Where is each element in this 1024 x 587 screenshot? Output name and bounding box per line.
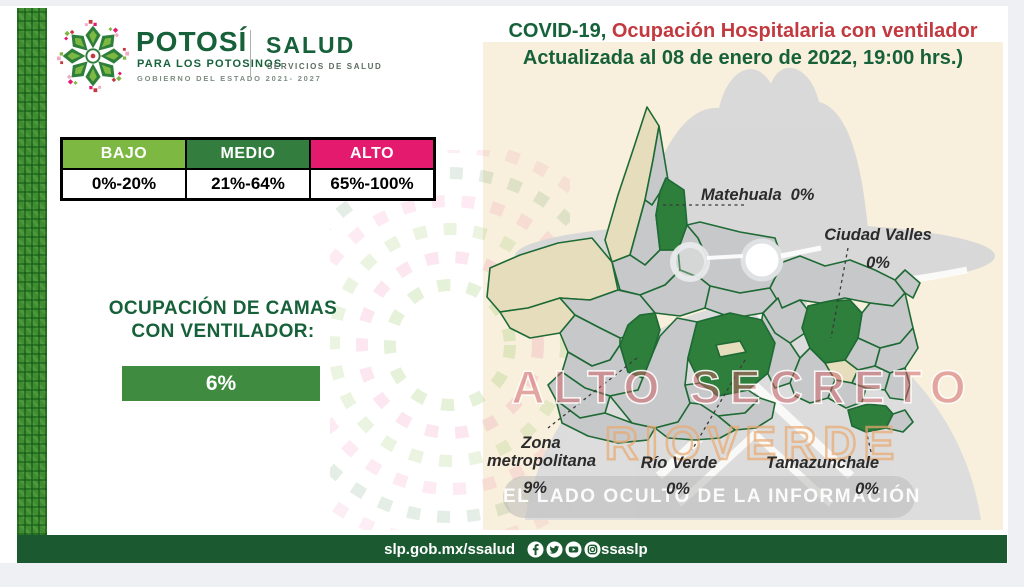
main-title: COVID-19, Ocupación Hospitalaria con ven… <box>483 20 1003 43</box>
summary-heading-line2: CON VENTILADOR: <box>131 321 315 342</box>
value-tamazunchale: 0% <box>855 480 879 498</box>
summary-heading: OCUPACIÓN DE CAMAS CON VENTILADOR: <box>95 297 351 343</box>
legend-header-alto: ALTO <box>310 139 434 169</box>
label-ciudad-valles: Ciudad Valles <box>824 226 932 244</box>
leader-lines <box>547 204 872 453</box>
label-matehuala: Matehuala 0% <box>701 186 815 204</box>
value-ciudad-valles: 0% <box>866 254 890 272</box>
org-name: SALUD <box>266 32 356 58</box>
logo-divider <box>250 30 251 78</box>
label-rio-verde: Río Verde <box>640 454 718 472</box>
footer-url-link[interactable]: slp.gob.mx/ssalud <box>384 540 515 558</box>
muni-tamazunchale <box>847 403 894 433</box>
instagram-icon[interactable] <box>584 540 601 558</box>
detective-glasses-icon <box>670 238 822 282</box>
social-handle[interactable]: ssaslp <box>601 540 648 558</box>
legend-range-medio: 21%-64% <box>186 169 310 199</box>
title-main: Ocupación Hospitalaria con ventilador <box>606 20 978 42</box>
twitter-icon[interactable] <box>546 540 563 558</box>
muni-matehuala <box>655 177 688 251</box>
title-update-line: Actualizada al 08 de enero de 2022, 19:0… <box>522 47 964 69</box>
brand-name: POTOSÍ <box>136 26 248 57</box>
watermark-banner: EL LADO OCULTO DE LA INFORMACIÓN <box>503 476 919 518</box>
potosi-logo-emblem-icon <box>56 19 130 93</box>
government-line: GOBIERNO DEL ESTADO 2021- 2027 <box>137 74 322 83</box>
legend-table: BAJO MEDIO ALTO 0%-20% 21%-64% 65%-100% <box>60 137 436 201</box>
summary-heading-line1: OCUPACIÓN DE CAMAS <box>108 298 338 319</box>
value-rio-verde: 0% <box>666 480 690 498</box>
watermark-alto-secreto: ALTO SECRETO <box>511 360 975 414</box>
watermark-rioverde: RIOVERDE <box>604 416 902 471</box>
label-zona-metropolitana: Zona metropolitana <box>487 434 597 470</box>
legend-header-medio: MEDIO <box>186 139 310 169</box>
legend-header-bajo: BAJO <box>62 139 186 169</box>
decorative-left-border <box>17 8 47 535</box>
value-zona-metropolitana: 9% <box>523 479 547 497</box>
footer-bar: slp.gob.mx/ssalud ssaslp <box>17 535 1007 563</box>
brand-tagline: PARA LOS POTOSINOS <box>137 58 283 70</box>
legend-range-bajo: 0%-20% <box>62 169 186 199</box>
label-tamazunchale: Tamazunchale <box>766 454 880 472</box>
title-prefix: COVID-19, <box>508 20 607 42</box>
muni-zona-metropolitana <box>619 312 661 379</box>
social-icons <box>527 540 601 558</box>
occupancy-value-badge: 6% <box>122 366 320 401</box>
facebook-icon[interactable] <box>527 540 544 558</box>
youtube-icon[interactable] <box>565 540 582 558</box>
org-subtitle: SERVICIOS DE SALUD <box>267 62 383 71</box>
legend-range-alto: 65%-100% <box>310 169 434 199</box>
state-map <box>486 67 995 520</box>
